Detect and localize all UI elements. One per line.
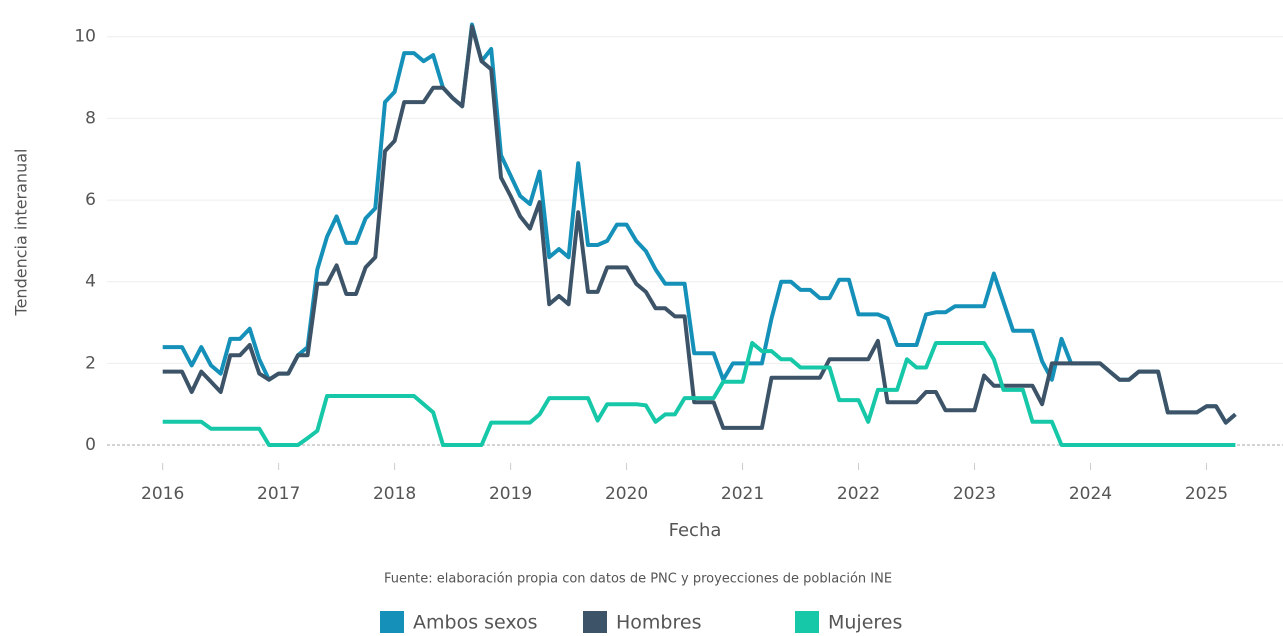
x-tick-label: 2024: [1069, 484, 1112, 504]
x-tick-label: 2021: [721, 484, 764, 504]
y-tick-label: 0: [85, 435, 96, 455]
legend-swatch: [380, 611, 404, 633]
legend-label: Mujeres: [828, 612, 902, 634]
y-tick-label: 6: [85, 190, 96, 210]
y-tick-label: 8: [85, 108, 96, 128]
x-tick-label: 2020: [605, 484, 648, 504]
x-tick-label: 2018: [373, 484, 416, 504]
y-axis-title: Tendencia interanual: [12, 149, 31, 317]
x-axis-title: Fecha: [669, 520, 722, 541]
series-line: [162, 341, 1236, 447]
series-line: [162, 24, 1237, 430]
y-tick-label: 4: [85, 272, 96, 292]
legend-label: Hombres: [616, 612, 701, 634]
x-tick-label: 2023: [953, 484, 996, 504]
x-tick-label: 2017: [257, 484, 300, 504]
x-tick-label: 2019: [489, 484, 532, 504]
y-tick-label: 10: [74, 27, 96, 47]
y-tick-label: 2: [85, 353, 96, 373]
x-tick-label: 2016: [141, 484, 184, 504]
x-tick-label: 2022: [837, 484, 880, 504]
legend-label: Ambos sexos: [413, 612, 538, 634]
legend-swatch: [583, 611, 607, 633]
series-line: [162, 22, 1237, 425]
legend-swatch: [795, 611, 819, 633]
source: Fuente: elaboración propia con datos de …: [384, 572, 892, 587]
x-tick-label: 2025: [1185, 484, 1228, 504]
